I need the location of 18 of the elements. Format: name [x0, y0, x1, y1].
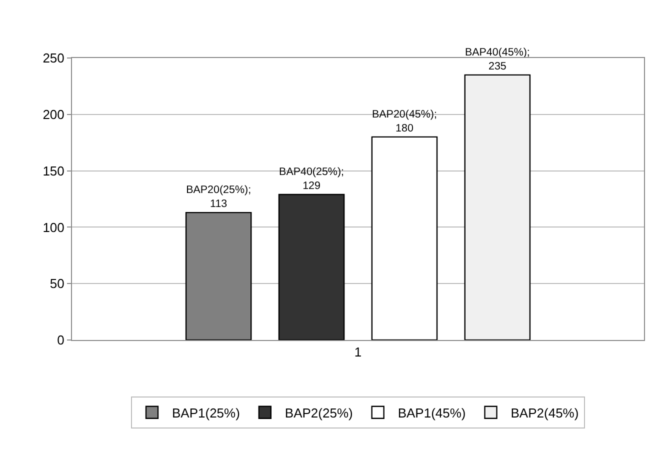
data-label: BAP40(45%); 235: [464, 46, 530, 72]
legend-label: BAP2(25%): [284, 405, 353, 420]
legend-label: BAP2(45%): [510, 405, 579, 420]
data-label: BAP20(25%); 113: [186, 184, 252, 210]
data-label: BAP40(25%); 129: [279, 166, 344, 192]
bar: [464, 74, 531, 340]
y-tick-label: 150: [42, 163, 64, 178]
y-tick-label: 100: [42, 220, 64, 235]
legend-label: BAP1(45%): [398, 405, 466, 420]
x-tick-label: 1: [354, 344, 362, 360]
legend-label: BAP1(25%): [172, 405, 240, 420]
bar: [278, 194, 345, 340]
y-tick-label: 50: [50, 276, 64, 292]
bar: [371, 136, 438, 340]
y-tick-label: 250: [42, 50, 64, 66]
y-tick-label: 0: [57, 332, 64, 348]
y-tick-label: 200: [42, 106, 64, 122]
data-label: BAP20(45%); 180: [372, 108, 437, 134]
